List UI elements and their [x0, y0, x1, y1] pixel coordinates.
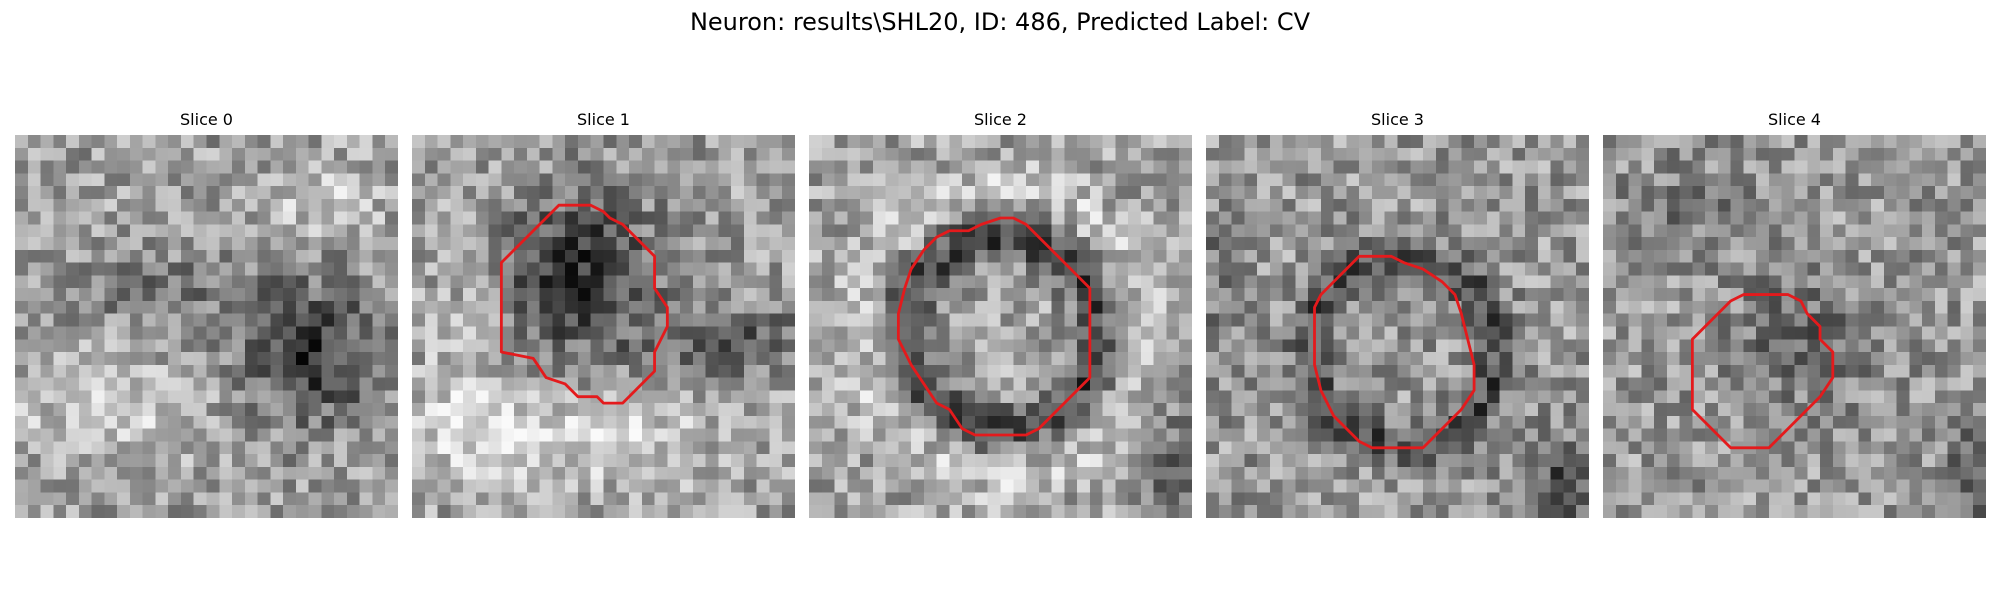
slice-title: Slice 2 — [974, 110, 1027, 129]
slice-title: Slice 3 — [1371, 110, 1424, 129]
slice-pixels — [1206, 135, 1589, 518]
slice-image-4 — [1603, 135, 1986, 518]
slice-image-3 — [1206, 135, 1589, 518]
slice-pixels — [412, 135, 795, 518]
slice-image-1 — [412, 135, 795, 518]
slice-pixels — [1603, 135, 1986, 518]
slice-image-2 — [809, 135, 1192, 518]
roi-contour — [499, 203, 669, 405]
figure-title: Neuron: results\SHL20, ID: 486, Predicte… — [689, 8, 1311, 36]
slice-image-0 — [15, 135, 398, 518]
roi-contour — [1313, 254, 1476, 450]
slice-pixels — [15, 135, 398, 518]
slice-title: Slice 0 — [180, 110, 233, 129]
slice-pixels — [809, 135, 1192, 518]
slice-title: Slice 4 — [1768, 110, 1821, 129]
roi-contour — [1690, 293, 1835, 450]
roi-contour — [896, 216, 1092, 437]
slice-title: Slice 1 — [577, 110, 630, 129]
